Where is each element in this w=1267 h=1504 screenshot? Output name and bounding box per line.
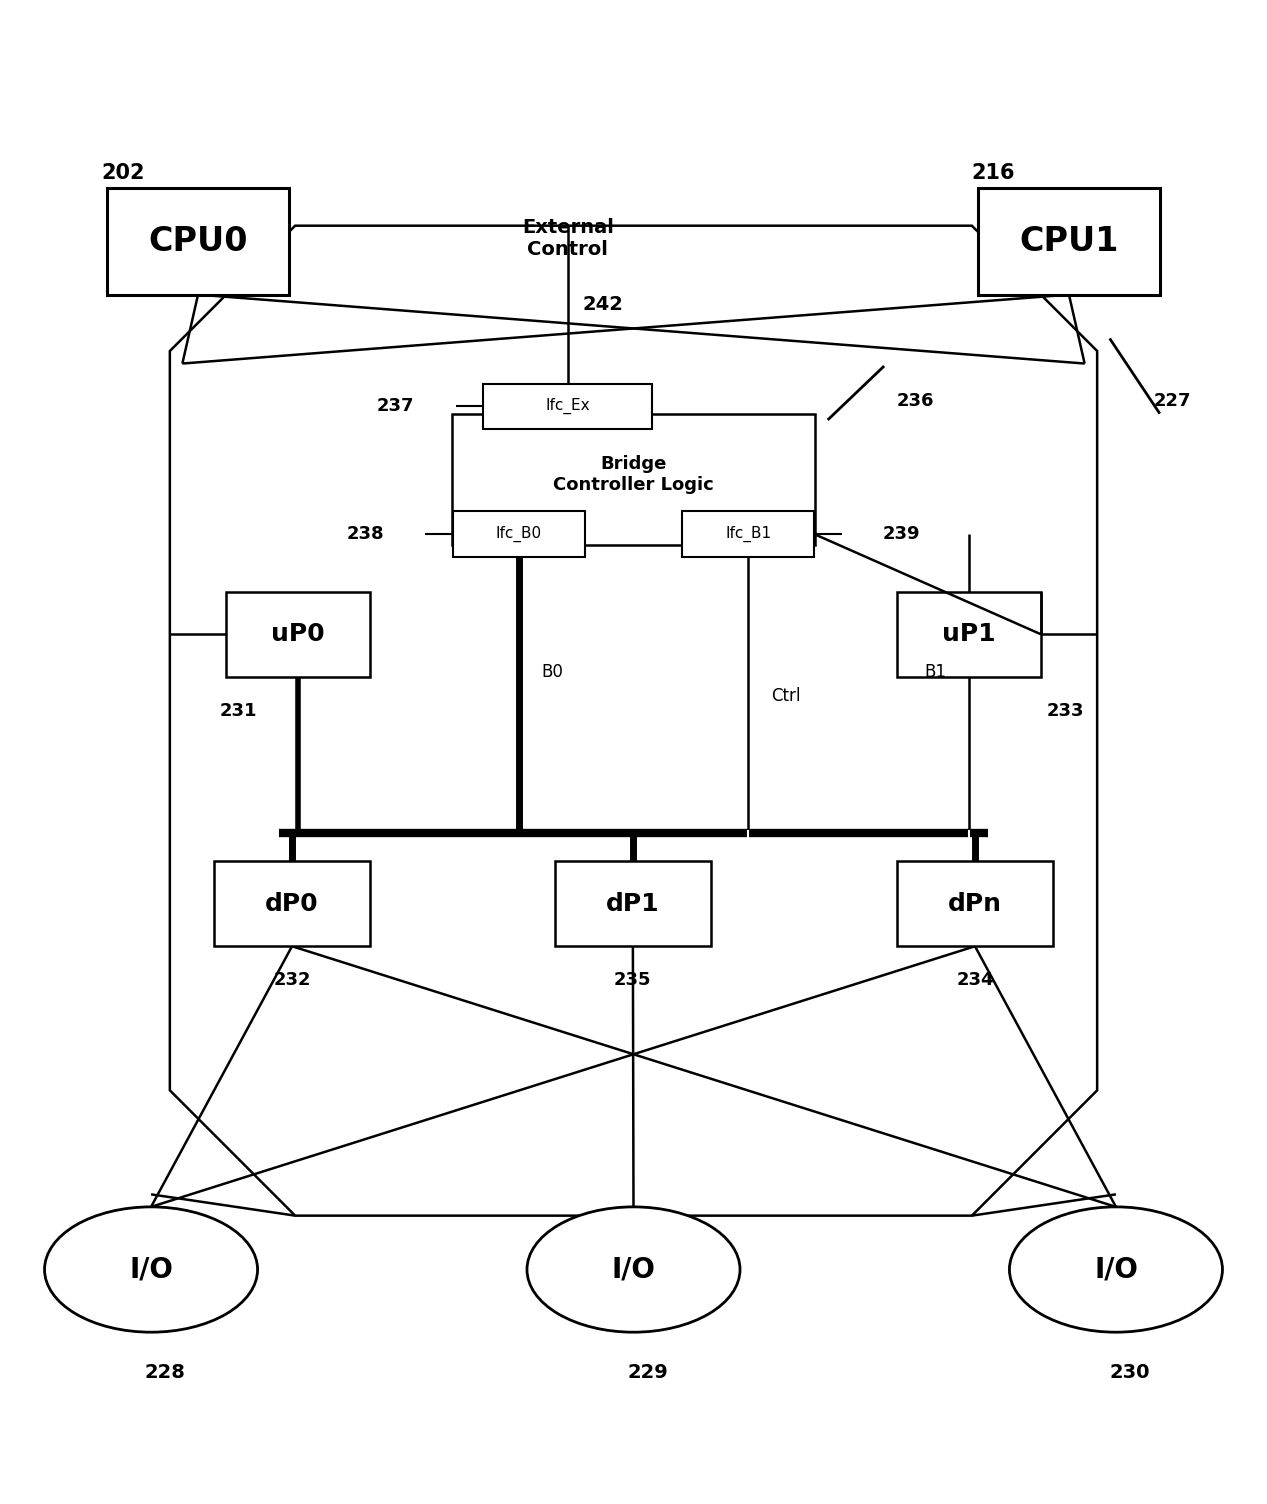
Text: Bridge
Controller Logic: Bridge Controller Logic	[554, 456, 713, 493]
Text: 233: 233	[1047, 702, 1085, 719]
Text: External
Control: External Control	[522, 218, 613, 259]
FancyBboxPatch shape	[483, 384, 653, 429]
Ellipse shape	[1010, 1206, 1223, 1333]
Text: Ifc_B1: Ifc_B1	[725, 526, 772, 541]
Text: 231: 231	[220, 702, 257, 719]
FancyBboxPatch shape	[227, 591, 370, 677]
Text: B0: B0	[541, 663, 564, 681]
FancyBboxPatch shape	[897, 860, 1053, 946]
Text: 239: 239	[883, 525, 920, 543]
FancyBboxPatch shape	[452, 414, 815, 546]
Text: 216: 216	[972, 162, 1015, 183]
Text: 237: 237	[376, 397, 414, 415]
Text: 202: 202	[101, 162, 144, 183]
Text: Ifc_B0: Ifc_B0	[495, 526, 542, 541]
Text: 235: 235	[614, 972, 651, 990]
Text: B1: B1	[924, 663, 946, 681]
Text: CPU0: CPU0	[148, 226, 248, 257]
Text: I/O: I/O	[612, 1256, 655, 1283]
FancyBboxPatch shape	[108, 188, 289, 295]
FancyBboxPatch shape	[683, 511, 813, 556]
Text: dPn: dPn	[948, 892, 1002, 916]
Text: dP0: dP0	[265, 892, 319, 916]
Text: I/O: I/O	[1093, 1256, 1138, 1283]
Polygon shape	[170, 226, 1097, 1215]
Text: 236: 236	[897, 393, 934, 411]
FancyBboxPatch shape	[978, 188, 1159, 295]
Text: uP1: uP1	[941, 623, 996, 647]
Text: CPU1: CPU1	[1019, 226, 1119, 257]
FancyBboxPatch shape	[897, 591, 1040, 677]
Text: I/O: I/O	[129, 1256, 174, 1283]
Ellipse shape	[44, 1206, 257, 1333]
Text: Ctrl: Ctrl	[770, 687, 801, 704]
Text: 242: 242	[583, 295, 623, 314]
Text: uP0: uP0	[271, 623, 326, 647]
Text: Ifc_Ex: Ifc_Ex	[545, 399, 590, 414]
FancyBboxPatch shape	[214, 860, 370, 946]
FancyBboxPatch shape	[454, 511, 584, 556]
Text: 228: 228	[144, 1363, 186, 1382]
Text: dP1: dP1	[606, 892, 660, 916]
FancyBboxPatch shape	[555, 860, 711, 946]
Text: 238: 238	[346, 525, 384, 543]
Text: 234: 234	[957, 972, 993, 990]
Ellipse shape	[527, 1206, 740, 1333]
Text: 232: 232	[274, 972, 310, 990]
Text: 227: 227	[1153, 393, 1191, 411]
Text: 230: 230	[1110, 1363, 1150, 1382]
Text: 229: 229	[627, 1363, 668, 1382]
